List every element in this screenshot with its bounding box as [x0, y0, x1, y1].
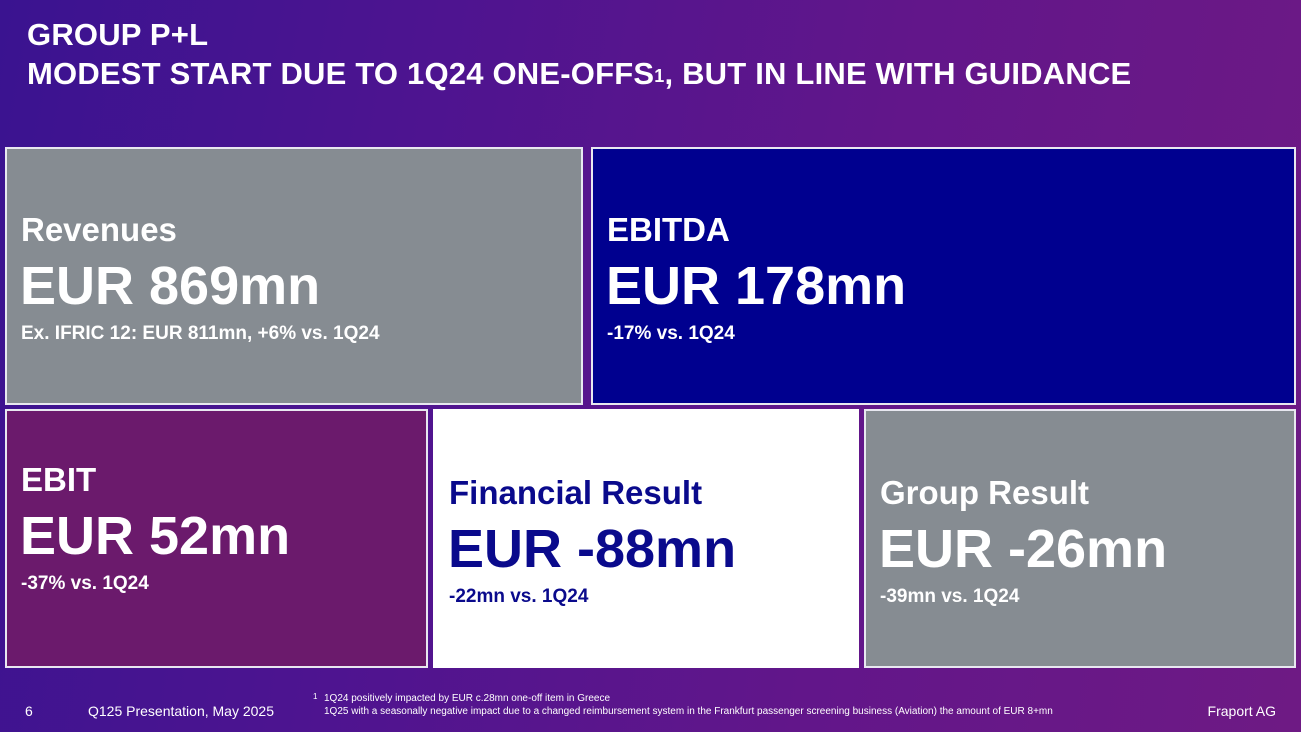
revenues-tile: Revenues EUR 869mn Ex. IFRIC 12: EUR 811…	[5, 147, 583, 405]
ebitda-tile: EBITDA EUR 178mn -17% vs. 1Q24	[591, 147, 1296, 405]
ebit-sub: -37% vs. 1Q24	[21, 573, 149, 594]
ebitda-sub: -17% vs. 1Q24	[607, 323, 735, 344]
footnote-ref: 1	[654, 66, 665, 86]
footnote-line-2: 1Q25 with a seasonally negative impact d…	[324, 706, 1053, 717]
revenues-value: EUR 869mn	[20, 256, 321, 316]
revenues-label: Revenues	[21, 211, 177, 248]
title-line-1: GROUP P+L	[27, 17, 209, 52]
presentation-name: Q125 Presentation, May 2025	[88, 703, 275, 719]
revenues-sub: Ex. IFRIC 12: EUR 811mn, +6% vs. 1Q24	[21, 323, 380, 344]
financial-result-value: EUR -88mn	[448, 519, 737, 579]
page-number: 6	[25, 703, 33, 719]
title-line-2: MODEST START DUE TO 1Q24 ONE-OFFS1, BUT …	[27, 56, 1132, 91]
footnote-line-1: 1Q24 positively impacted by EUR c.28mn o…	[324, 693, 611, 704]
page-title: GROUP P+L MODEST START DUE TO 1Q24 ONE-O…	[27, 16, 1131, 94]
ebit-value: EUR 52mn	[20, 506, 291, 566]
footnote-marker: 1	[313, 692, 318, 701]
footer: 6 Q125 Presentation, May 2025 1 1Q24 pos…	[0, 692, 1301, 732]
ebit-label: EBIT	[21, 461, 97, 498]
company-name: Fraport AG	[1207, 703, 1276, 719]
ebitda-value: EUR 178mn	[606, 256, 907, 316]
group-result-sub: -39mn vs. 1Q24	[880, 586, 1020, 607]
footnote: 1 1Q24 positively impacted by EUR c.28mn…	[313, 692, 1053, 718]
group-result-value: EUR -26mn	[879, 519, 1168, 579]
financial-result-label: Financial Result	[449, 474, 703, 511]
group-result-tile: Group Result EUR -26mn -39mn vs. 1Q24	[864, 409, 1296, 668]
group-result-label: Group Result	[880, 474, 1090, 511]
financial-result-sub: -22mn vs. 1Q24	[449, 586, 589, 607]
ebit-tile: EBIT EUR 52mn -37% vs. 1Q24	[5, 409, 428, 668]
financial-result-tile: Financial Result EUR -88mn -22mn vs. 1Q2…	[433, 409, 859, 668]
ebitda-label: EBITDA	[607, 211, 730, 248]
